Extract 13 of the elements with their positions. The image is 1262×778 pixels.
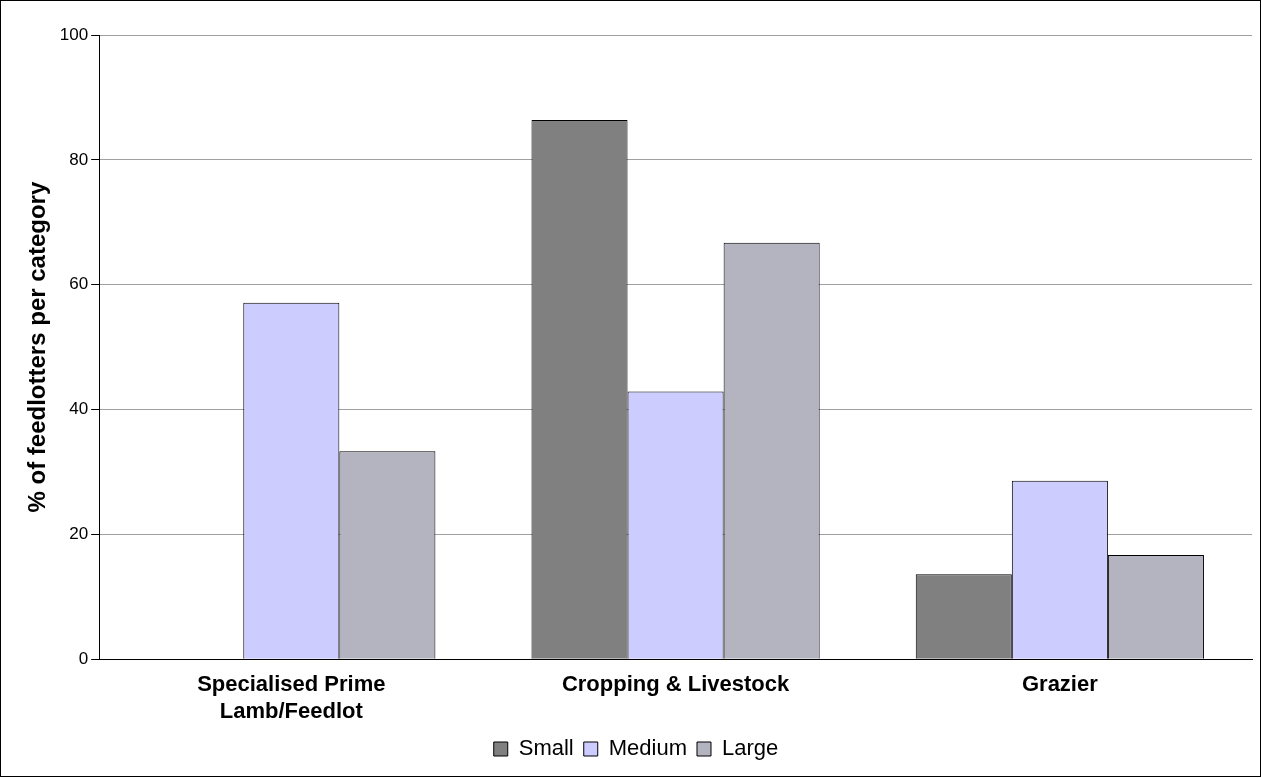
y-axis-title: % of feedlotters per category — [23, 181, 51, 513]
y-tick-label: 80 — [69, 149, 89, 169]
y-tick-label: 20 — [69, 524, 89, 544]
x-tick-label: Cropping & Livestock — [561, 671, 791, 697]
y-tick-label: 100 — [59, 24, 89, 44]
legend-label: Small — [518, 735, 574, 761]
legend-label: Large — [721, 735, 779, 761]
x-tick-label: Grazier — [1021, 671, 1099, 697]
y-tick-label: 40 — [69, 399, 89, 419]
y-tick-label: 0 — [78, 648, 89, 668]
x-tick-label: Specialised Prime Lamb/Feedlot — [197, 671, 386, 723]
legend-label: Medium — [608, 735, 687, 761]
y-tick-label: 60 — [69, 274, 89, 294]
